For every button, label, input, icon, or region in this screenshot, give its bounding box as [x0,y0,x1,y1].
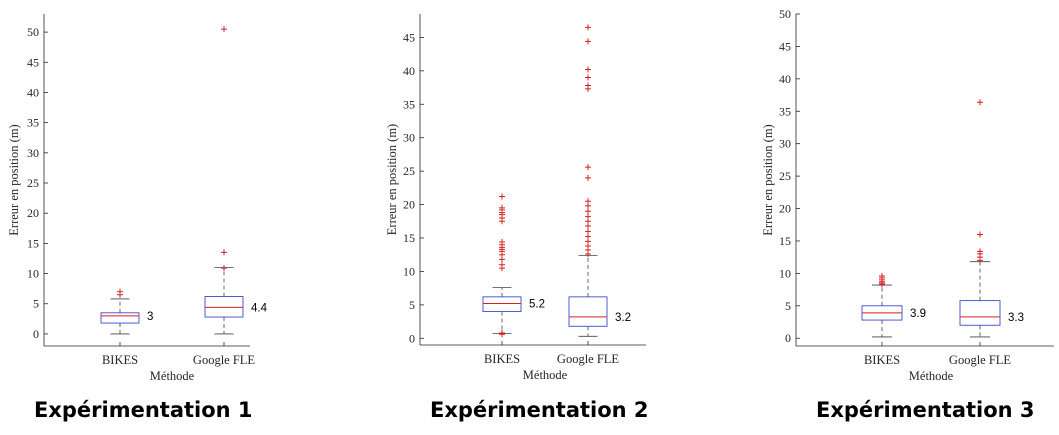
x-tick-label: Google FLE [949,353,1012,367]
outlier-point [499,194,505,200]
median-annotation: 4.4 [251,302,268,314]
outlier-point [221,249,227,255]
iqr-box [960,301,1000,326]
outlier-point [499,262,505,268]
y-tick-label: 10 [27,267,39,281]
outlier-point [585,164,591,170]
y-tick-label: 35 [779,104,791,118]
outlier-point [585,83,591,89]
y-tick-label: 35 [403,97,415,111]
y-tick-label: 40 [779,72,791,86]
y-axis-title: Erreur en position (m) [7,124,21,235]
outlier-point [585,198,591,204]
y-tick-label: 20 [403,198,415,212]
outlier-point [585,208,591,214]
median-annotation: 3.3 [1008,312,1024,324]
caption-1: Expérimentation 1 [0,398,308,422]
x-tick-label: BIKES [102,353,138,367]
iqr-box [101,313,139,323]
y-tick-label: 5 [409,298,415,312]
median-annotation: 5.2 [529,299,545,311]
y-tick-label: 25 [27,176,39,190]
outlier-point [585,38,591,44]
outlier-point [585,228,591,234]
iqr-box [569,297,607,326]
boxplot-panel-1: 0 5 10 15 20 25 30 35 40 45 50 Erreur en position (… [0,0,310,435]
y-tick-label: 40 [403,64,415,78]
iqr-box [205,297,243,318]
y-tick-label: 30 [403,131,415,145]
median-annotation: 3.9 [910,308,926,320]
outlier-point [585,175,591,181]
x-axis-title: Méthode [909,369,954,383]
box-1: 5.2 [483,194,545,338]
median-annotation: 3.2 [615,312,631,324]
y-axis-title: Erreur en position (m) [385,124,399,235]
y-tick-label: 40 [27,85,39,99]
boxplot-panel-3: 0 5 10 15 20 25 30 35 40 45 50 Erreur en position (… [754,0,1059,435]
y-tick-label: 15 [403,231,415,245]
y-tick-label: 50 [779,7,791,21]
box-1: 3.9 [862,273,926,337]
y-tick-label: 15 [779,234,791,248]
median-annotation: 3 [147,311,153,323]
box-2: 3.2 [569,24,631,336]
outlier-point [499,330,505,336]
y-tick-label: 30 [779,137,791,151]
x-tick-label: BIKES [864,353,900,367]
caption-2: Expérimentation 2 [378,398,688,422]
y-tick-label: 45 [403,30,415,44]
outlier-point [977,231,983,237]
y-tick-label: 20 [27,206,39,220]
caption-3: Expérimentation 3 [754,398,1059,422]
y-tick-label: 25 [403,164,415,178]
iqr-box [483,297,521,312]
y-tick-label: 0 [409,331,415,345]
y-tick-label: 0 [33,327,39,341]
box-2: 4.4 [205,26,268,334]
y-tick-label: 0 [785,331,791,345]
outlier-point [499,239,505,245]
outlier-point [585,24,591,30]
x-axis-title: Méthode [523,368,568,382]
outlier-point [585,67,591,73]
x-tick-label: BIKES [484,352,520,366]
x-tick-label: Google FLE [557,352,620,366]
boxplot-chart-2: 0 5 10 15 20 25 30 35 40 45 Erreur en position (m)… [378,0,688,395]
y-tick-label: 45 [27,55,39,69]
x-axis-title: Méthode [150,369,195,383]
outlier-point [117,289,123,295]
y-tick-label: 15 [27,236,39,250]
outlier-point [221,26,227,32]
boxplot-chart-1: 0 5 10 15 20 25 30 35 40 45 50 Erreur en position (… [0,0,310,395]
y-tick-label: 35 [27,116,39,130]
outlier-point [585,75,591,81]
y-tick-label: 30 [27,146,39,160]
y-tick-label: 5 [33,297,39,311]
box-1: 3 [101,289,153,334]
y-axis-title: Erreur en position (m) [761,124,775,235]
boxplot-chart-3: 0 5 10 15 20 25 30 35 40 45 50 Erreur en position (… [754,0,1059,395]
y-tick-label: 10 [403,264,415,278]
y-tick-label: 25 [779,169,791,183]
y-tick-label: 20 [779,202,791,216]
outlier-point [585,234,591,240]
boxplot-panel-2: 0 5 10 15 20 25 30 35 40 45 Erreur en position (m)… [378,0,688,435]
outlier-point [585,214,591,220]
box-2: 3.3 [960,99,1024,337]
y-tick-label: 10 [779,266,791,280]
outlier-point [221,265,227,271]
x-tick-label: Google FLE [193,353,256,367]
y-tick-label: 45 [779,39,791,53]
y-tick-label: 50 [27,25,39,39]
outlier-point [977,99,983,105]
y-tick-label: 5 [785,299,791,313]
